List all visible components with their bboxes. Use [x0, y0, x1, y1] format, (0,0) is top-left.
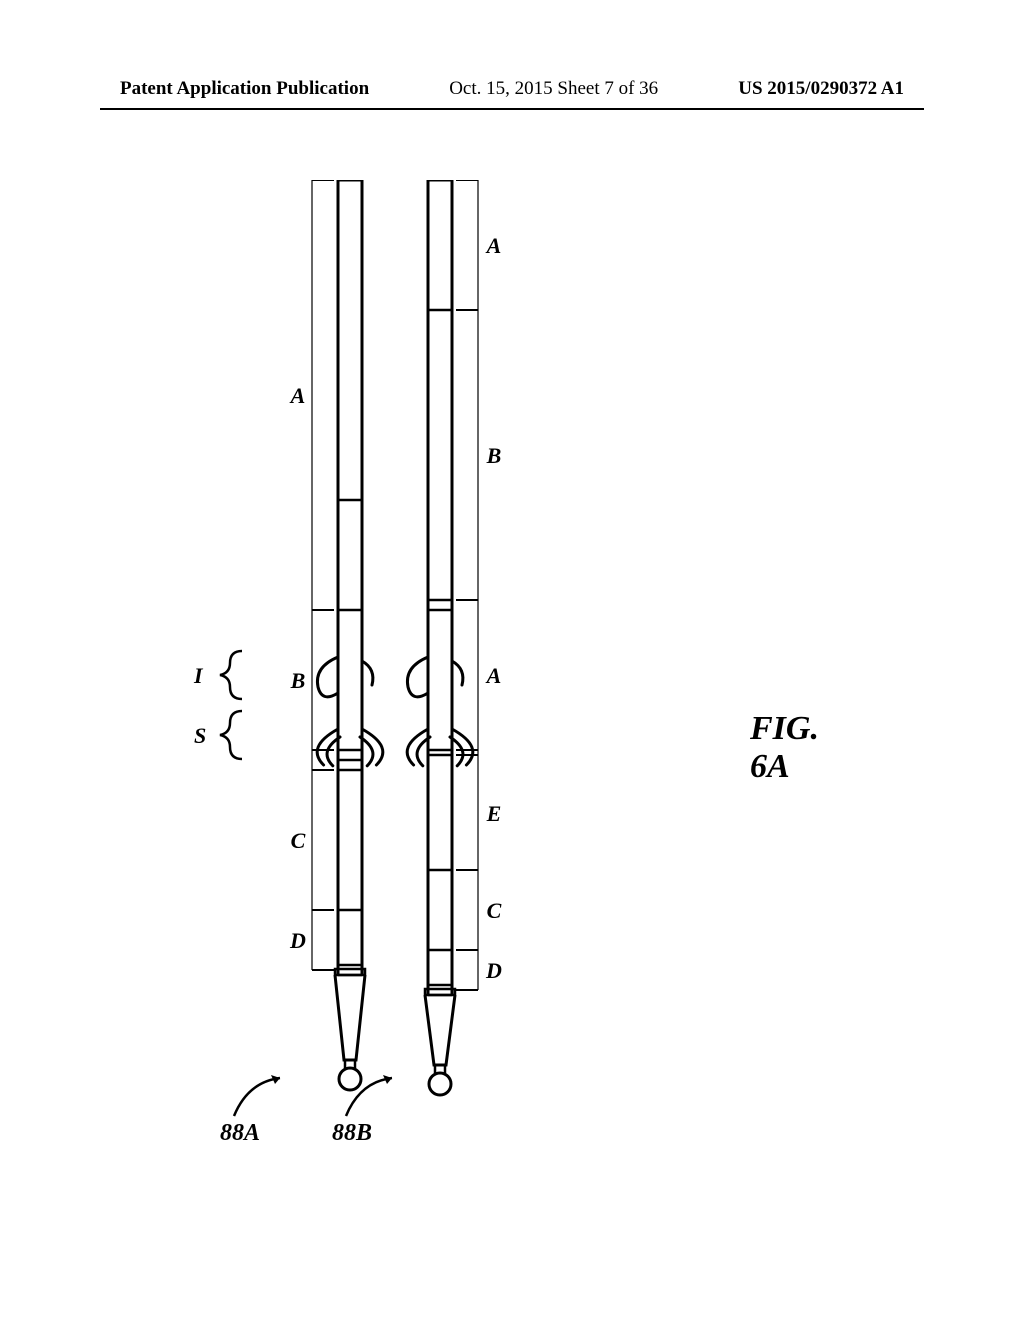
ref-88b-label: 88B [332, 1120, 372, 1146]
dim-88b-A: A [482, 663, 506, 689]
ref-88a: 88A [220, 1120, 260, 1147]
page: Patent Application Publication Oct. 15, … [0, 0, 1024, 1320]
header-pub-number: US 2015/0290372 A1 [738, 78, 904, 100]
brace-inferior-label: I [194, 663, 203, 689]
dim-88a-B: B [286, 668, 310, 694]
ref-88b: 88B [332, 1120, 372, 1147]
header-row: Patent Application Publication Oct. 15, … [0, 78, 1024, 100]
figure-6a: 88A 88B ABCD ABAECD IS FIG. 6A [230, 160, 710, 1260]
dim-88a-C: C [286, 828, 310, 854]
header-publication: Patent Application Publication [120, 78, 369, 100]
brace-superior: S [190, 707, 254, 768]
header-date-sheet: Oct. 15, 2015 Sheet 7 of 36 [449, 78, 658, 100]
brace-superior-label: S [194, 723, 206, 749]
page-header: Patent Application Publication Oct. 15, … [0, 78, 1024, 108]
dim-88b-E: E [482, 801, 506, 827]
catheter-88a [280, 180, 400, 1125]
dim-88b-A: A [482, 233, 506, 259]
ref-88a-arrow-icon [228, 1072, 298, 1122]
dim-88b-B: B [482, 443, 506, 469]
ref-88b-arrow-icon [340, 1072, 410, 1122]
header-rule [100, 108, 924, 110]
dim-88b-D: D [482, 958, 506, 984]
figure-label: FIG. 6A [750, 710, 819, 786]
dim-88a-A: A [286, 383, 310, 409]
dim-88a-D: D [286, 928, 310, 954]
ref-88a-label: 88A [220, 1120, 260, 1146]
catheter-88a-svg [280, 180, 400, 1120]
dim-88b-C: C [482, 898, 506, 924]
brace-inferior: I [190, 647, 254, 708]
